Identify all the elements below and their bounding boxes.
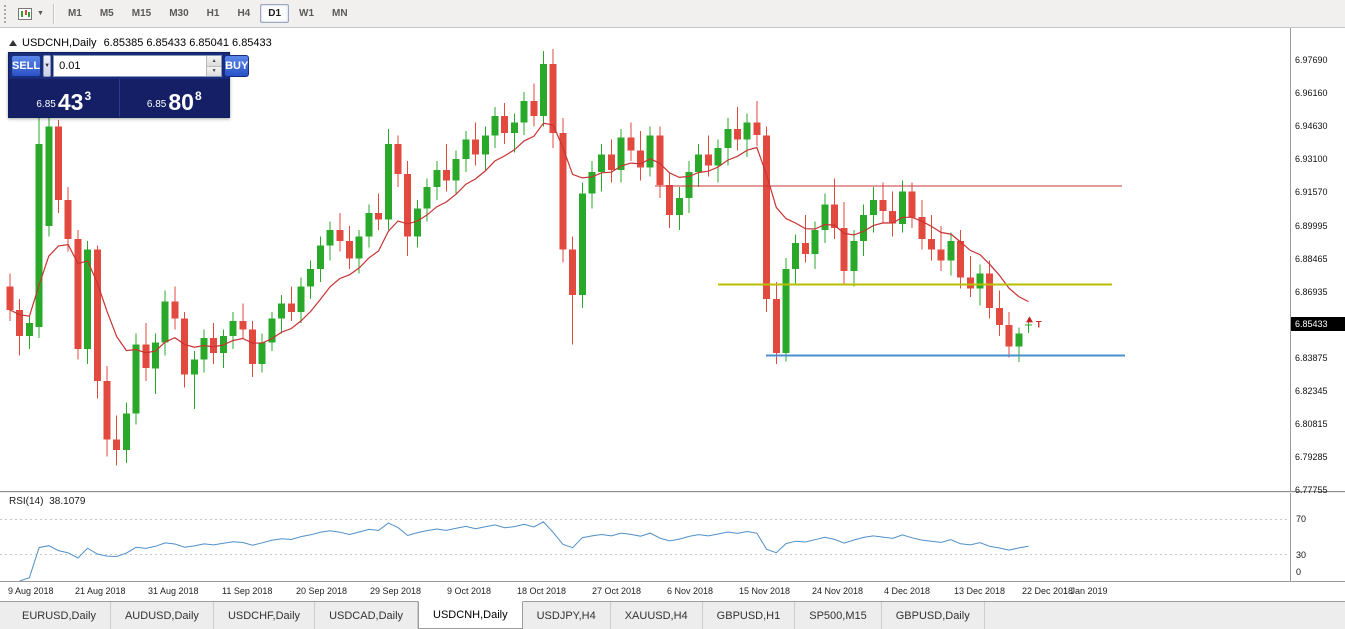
volume-decrease-button[interactable]: ▼ xyxy=(207,66,222,76)
chart-ohlc-values: 6.85385 6.85433 6.85041 6.85433 xyxy=(103,37,272,49)
date-label: 13 Dec 2018 xyxy=(954,586,1006,596)
price-axis[interactable]: 6.85433 6.97690 6.96160 6.94630 6.93100 6.91… xyxy=(1290,28,1345,495)
date-label: 31 Aug 2018 xyxy=(148,586,199,596)
date-label: 15 Nov 2018 xyxy=(739,586,791,596)
volume-field: ▲ ▼ xyxy=(53,55,223,77)
volume-dropdown-button[interactable]: ▼ xyxy=(43,55,52,77)
rsi-axis-label: 0 xyxy=(1296,567,1302,577)
chart-symbol-label: USDCNH,Daily xyxy=(22,37,97,49)
date-label: 22 Dec 2018 xyxy=(1022,586,1074,596)
timeframe-button-d1[interactable]: D1 xyxy=(260,4,290,23)
price-axis-label: 6.93100 xyxy=(1295,154,1328,164)
rsi-value: 38.1079 xyxy=(49,496,86,507)
chart-area: T USDCNH,Daily 6.85385 6.85433 6.85041 6… xyxy=(0,28,1345,495)
svg-text:T: T xyxy=(1036,319,1042,329)
date-label: 9 Aug 2018 xyxy=(8,586,54,596)
price-axis-label: 6.89995 xyxy=(1295,221,1328,231)
trade-panel-prices: 6.85 43 3 6.85 80 8 xyxy=(9,79,229,117)
buy-price: 6.85 80 8 xyxy=(120,79,230,117)
candlestick-chart: T xyxy=(6,49,1125,466)
sell-price-prefix: 6.85 xyxy=(36,99,56,110)
date-label: 20 Sep 2018 xyxy=(296,586,348,596)
timeframe-button-m15[interactable]: M15 xyxy=(131,8,152,19)
rsi-indicator-label: RSI(14) 38.1079 xyxy=(9,496,88,507)
tab-usdcad-daily[interactable]: USDCAD,Daily xyxy=(315,602,419,629)
buy-price-prefix: 6.85 xyxy=(146,99,167,110)
rsi-line-chart xyxy=(0,518,1290,581)
rsi-panel: RSI(14) 38.1079 70 30 0 xyxy=(0,493,1345,581)
tab-usdcnh-daily[interactable]: USDCNH,Daily xyxy=(418,601,523,629)
date-label: 21 Aug 2018 xyxy=(75,586,126,596)
chevron-down-icon: ▼ xyxy=(37,10,44,17)
current-price-badge: 6.85433 xyxy=(1291,317,1345,331)
timeframe-button-mn[interactable]: MN xyxy=(332,8,348,19)
price-axis-label: 6.80815 xyxy=(1295,419,1328,429)
rsi-axis-label: 70 xyxy=(1296,514,1307,524)
date-label: 9 Oct 2018 xyxy=(447,586,492,596)
date-label: 6 Nov 2018 xyxy=(667,586,714,596)
timeframe-button-m30[interactable]: M30 xyxy=(169,8,189,19)
chart-title-icon xyxy=(9,40,17,46)
timeframe-toolbar: ▼ M1 M5 M15 M30 H1 H4 D1 W1 MN xyxy=(0,0,1345,28)
price-axis-label: 6.83875 xyxy=(1295,353,1328,363)
buy-price-pip: 8 xyxy=(194,89,202,103)
rsi-plot-area: RSI(14) 38.1079 xyxy=(0,493,1290,581)
volume-stepper: ▲ ▼ xyxy=(206,56,222,76)
date-label: 29 Sep 2018 xyxy=(370,586,422,596)
tab-usdchf-daily[interactable]: USDCHF,Daily xyxy=(214,602,316,629)
timeframe-button-m1[interactable]: M1 xyxy=(67,8,82,19)
candlestick-chart-icon xyxy=(18,7,32,20)
rsi-axis-label: 30 xyxy=(1296,550,1307,560)
date-label: 1 Jan 2019 xyxy=(1063,586,1108,596)
tab-sp500-m15[interactable]: SP500,M15 xyxy=(795,602,882,629)
date-label: 11 Sep 2018 xyxy=(222,586,273,596)
sell-price: 6.85 43 3 xyxy=(9,79,120,117)
tab-gbpusd-daily[interactable]: GBPUSD,Daily xyxy=(882,602,985,629)
chart-window-button[interactable]: ▼ xyxy=(14,4,48,24)
sell-price-big: 43 xyxy=(57,89,84,116)
date-label: 18 Oct 2018 xyxy=(517,586,567,596)
timeframe-buttons: M1 M5 M15 M30 H1 H4 D1 W1 MN xyxy=(59,4,357,23)
volume-increase-button[interactable]: ▲ xyxy=(207,56,222,67)
date-label: 27 Oct 2018 xyxy=(592,586,642,596)
price-axis-label: 6.96160 xyxy=(1295,88,1328,98)
chart-plot-area[interactable]: T USDCNH,Daily 6.85385 6.85433 6.85041 6… xyxy=(0,28,1290,491)
price-axis-label: 6.86935 xyxy=(1295,287,1328,297)
buy-price-big: 80 xyxy=(168,89,194,116)
chart-tabs-bar: EURUSD,Daily AUDUSD,Daily USDCHF,Daily USDC… xyxy=(0,601,1345,629)
tab-eurusd-daily[interactable]: EURUSD,Daily xyxy=(8,602,111,629)
rsi-axis: 70 30 0 xyxy=(1290,493,1345,581)
sell-button[interactable]: SELL xyxy=(11,55,42,77)
date-axis[interactable]: 9 Aug 2018 21 Aug 2018 31 Aug 2018 11 Sep 2… xyxy=(0,581,1345,601)
window-separator[interactable] xyxy=(0,491,1345,493)
tab-audusd-daily[interactable]: AUDUSD,Daily xyxy=(111,602,214,629)
date-label: 24 Nov 2018 xyxy=(812,586,864,596)
price-axis-label: 6.94630 xyxy=(1295,121,1328,131)
price-axis-label: 6.77755 xyxy=(1295,485,1328,495)
tab-usdjpy-h4[interactable]: USDJPY,H4 xyxy=(523,602,611,629)
price-axis-label: 6.82345 xyxy=(1295,386,1328,396)
chart-title: USDCNH,Daily 6.85385 6.85433 6.85041 6.8… xyxy=(9,37,272,49)
volume-input[interactable] xyxy=(54,56,207,76)
tab-gbpusd-h1[interactable]: GBPUSD,H1 xyxy=(703,602,796,629)
timeframe-button-h1[interactable]: H1 xyxy=(206,8,220,19)
price-axis-label: 6.97690 xyxy=(1295,55,1328,65)
date-label: 4 Dec 2018 xyxy=(884,586,931,596)
toolbar-grip[interactable] xyxy=(4,4,9,23)
buy-button[interactable]: BUY xyxy=(224,55,250,77)
one-click-trading-panel: SELL ▼ ▲ ▼ BUY 6.85 xyxy=(8,52,250,118)
sell-price-pip: 3 xyxy=(84,89,92,103)
price-axis-label: 6.79285 xyxy=(1295,452,1328,462)
timeframe-button-m5[interactable]: M5 xyxy=(99,8,114,19)
chevron-down-icon: ▼ xyxy=(44,63,51,69)
price-axis-label: 6.91570 xyxy=(1295,187,1328,197)
toolbar-separator xyxy=(52,3,54,24)
timeframe-button-h4[interactable]: H4 xyxy=(237,8,251,19)
timeframe-button-w1[interactable]: W1 xyxy=(299,8,315,19)
price-axis-label: 6.88465 xyxy=(1295,254,1328,264)
rsi-name: RSI(14) xyxy=(9,496,47,507)
tab-xauusd-h4[interactable]: XAUUSD,H4 xyxy=(611,602,703,629)
trade-panel-controls: SELL ▼ ▲ ▼ BUY xyxy=(9,53,250,79)
